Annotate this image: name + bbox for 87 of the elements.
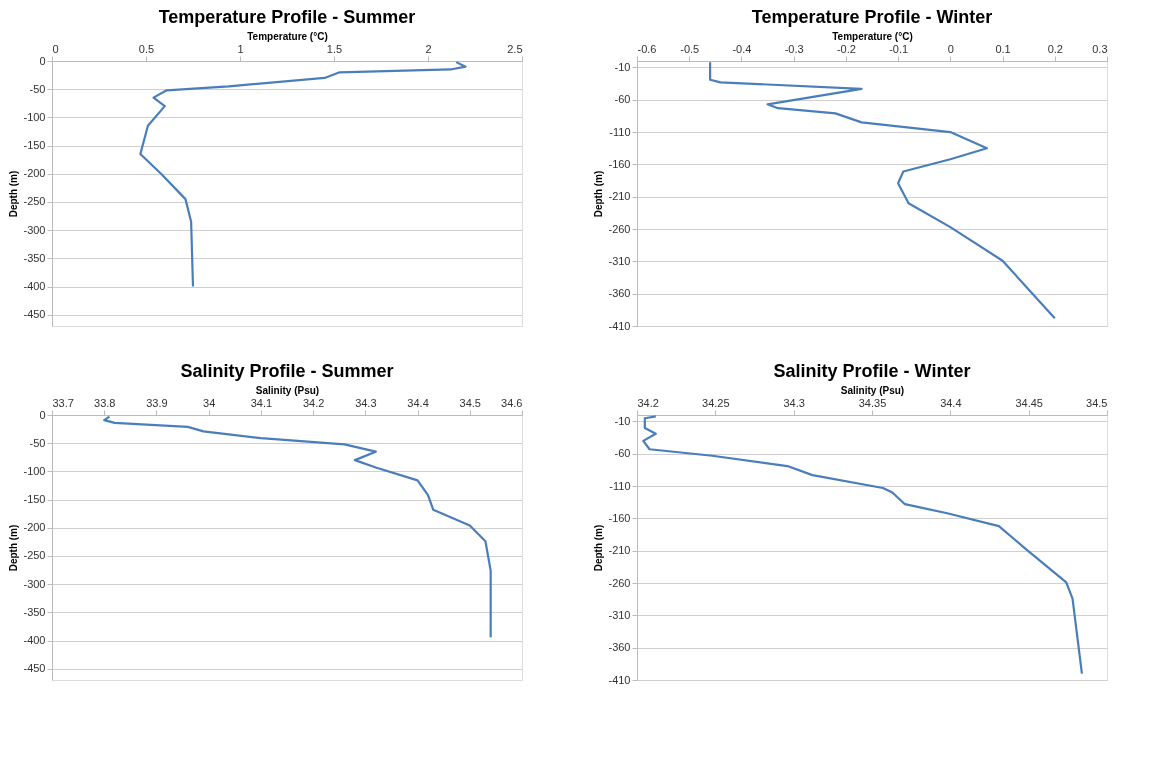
x-tick-label: 33.7 (52, 396, 74, 409)
x-tick-label: -0.1 (889, 42, 909, 55)
x-tick-label: 34.5 (1086, 396, 1108, 409)
y-tick-label: -350 (23, 251, 46, 264)
x-tick-label: -0.3 (784, 42, 804, 55)
y-tick-label: -210 (608, 544, 631, 557)
y-axis-title: Depth (m) (593, 524, 605, 572)
x-tick-label: 2 (425, 42, 432, 55)
y-axis-title: Depth (m) (593, 170, 605, 218)
line-series (642, 415, 1084, 675)
y-tick-label: -400 (23, 280, 46, 293)
x-tick-label: 33.8 (94, 396, 116, 409)
x-tick-label: 34.25 (702, 396, 730, 409)
x-tick-label: 34.35 (858, 396, 887, 409)
y-axis-title: Depth (m) (8, 170, 20, 218)
x-tick-label: 34 (203, 396, 216, 409)
y-tick-label: -350 (23, 605, 46, 618)
x-tick-label: 1 (237, 42, 244, 55)
y-tick-label: -50 (29, 82, 46, 95)
y-tick-label: -60 (614, 447, 631, 460)
y-tick-label: 0 (39, 408, 46, 421)
x-tick-label: 0 (947, 42, 954, 55)
y-tick-label: -310 (608, 608, 631, 621)
x-tick-label: 0.2 (1047, 42, 1063, 55)
chart-title: Temperature Profile - Summer (158, 7, 416, 27)
y-tick-label: -410 (608, 673, 631, 686)
y-tick-label: -60 (614, 93, 631, 106)
x-tick-label: 34.5 (459, 396, 481, 409)
y-tick-label: -160 (608, 511, 631, 524)
y-tick-label: -50 (29, 436, 46, 449)
y-tick-label: -150 (23, 493, 46, 506)
chart-title: Temperature Profile - Winter (751, 7, 993, 27)
y-tick-label: -300 (23, 577, 46, 590)
y-tick-label: -400 (23, 634, 46, 647)
x-tick-label: 34.6 (501, 396, 523, 409)
chart-title: Salinity Profile - Summer (180, 361, 394, 381)
y-tick-label: -450 (23, 308, 46, 321)
x-tick-label: 34.2 (637, 396, 659, 409)
x-tick-label: 34.3 (355, 396, 377, 409)
y-tick-label: -10 (614, 60, 631, 73)
x-tick-label: 0.5 (138, 42, 155, 55)
y-tick-label: -160 (608, 157, 631, 170)
x-tick-label: -0.4 (732, 42, 752, 55)
y-tick-label: -10 (614, 414, 631, 427)
x-tick-label: 34.45 (1015, 396, 1043, 409)
y-tick-label: -260 (608, 222, 631, 235)
line-series (709, 61, 1056, 320)
y-tick-label: -250 (23, 549, 46, 562)
y-tick-label: -110 (609, 479, 631, 492)
x-tick-label: 34.1 (250, 396, 273, 409)
x-axis-title: Temperature (°C) (832, 30, 913, 42)
chart-title: Salinity Profile - Winter (773, 361, 971, 381)
line-series (103, 415, 492, 639)
x-tick-label: -0.2 (836, 42, 856, 55)
y-tick-label: -200 (23, 521, 46, 534)
line-series (139, 61, 467, 288)
x-tick-label: 34.2 (302, 396, 325, 409)
x-tick-label: 0 (52, 42, 59, 55)
y-tick-label: -100 (23, 464, 46, 477)
y-tick-label: -250 (23, 195, 46, 208)
x-tick-label: 34.3 (783, 396, 805, 409)
y-axis-title: Depth (m) (8, 524, 20, 572)
x-tick-label: 0.3 (1092, 42, 1108, 55)
y-tick-label: -360 (608, 287, 631, 300)
y-tick-label: -210 (608, 190, 631, 203)
x-tick-label: -0.6 (637, 42, 657, 55)
y-tick-label: -300 (23, 223, 46, 236)
y-tick-label: -200 (23, 167, 46, 180)
y-tick-label: -410 (608, 319, 631, 332)
x-tick-label: 2.5 (507, 42, 523, 55)
y-tick-label: 0 (39, 54, 46, 67)
x-tick-label: 1.5 (326, 42, 343, 55)
y-tick-label: -450 (23, 662, 46, 675)
y-tick-label: -360 (608, 641, 631, 654)
x-axis-title: Salinity (Psu) (840, 384, 905, 396)
x-tick-label: 0.1 (995, 42, 1011, 55)
y-tick-label: -100 (23, 110, 46, 123)
x-tick-label: 34.4 (940, 396, 962, 409)
y-tick-label: -260 (608, 576, 631, 589)
x-axis-title: Salinity (Psu) (255, 384, 320, 396)
x-axis-title: Temperature (°C) (247, 30, 328, 42)
y-tick-label: -310 (608, 254, 631, 267)
x-tick-label: 33.9 (146, 396, 168, 409)
y-tick-label: -110 (609, 125, 631, 138)
x-tick-label: 34.4 (407, 396, 429, 409)
x-tick-label: -0.5 (680, 42, 700, 55)
y-tick-label: -150 (23, 139, 46, 152)
